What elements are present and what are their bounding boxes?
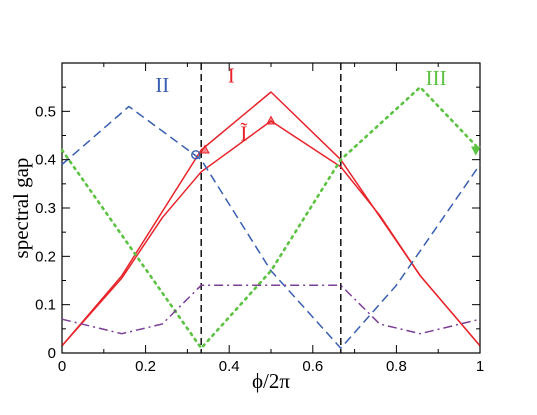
x-tick-label-1: 0.2 [135, 358, 156, 375]
series-annotation-0: II [155, 73, 169, 97]
y-tick-label-2: 0.2 [35, 248, 56, 265]
y-tick-label-3: 0.3 [35, 200, 56, 217]
series-annotation-3: III [426, 66, 447, 90]
x-tick-label-2: 0.4 [219, 358, 240, 375]
series-line-2 [61, 105, 481, 349]
y-axis-label: spectral gap [9, 158, 33, 259]
y-tick-label-1: 0.1 [35, 297, 56, 314]
x-axis-label: ϕ/2π [252, 369, 290, 393]
x-tick-label-3: 0.6 [302, 358, 323, 375]
marker-1 [200, 144, 210, 154]
marker-3 [470, 146, 481, 156]
marker-0 [191, 150, 201, 160]
series-line-1 [61, 120, 481, 347]
series-line-4 [61, 284, 481, 335]
series-line-0 [61, 91, 481, 347]
series-annotation-2: Ĩ [240, 121, 247, 145]
y-tick-label-5: 0.5 [35, 103, 56, 120]
plot-frame [61, 62, 481, 354]
y-tick-label-4: 0.4 [35, 152, 56, 169]
x-tick-label-0: 0 [58, 358, 66, 375]
x-tick-label-4: 0.8 [386, 358, 407, 375]
marker-2 [266, 115, 276, 125]
y-tick-label-0: 0 [48, 345, 56, 362]
series-annotation-1: I [228, 63, 235, 87]
x-tick-label-5: 1 [476, 358, 484, 375]
series-line-3 [60, 85, 482, 350]
